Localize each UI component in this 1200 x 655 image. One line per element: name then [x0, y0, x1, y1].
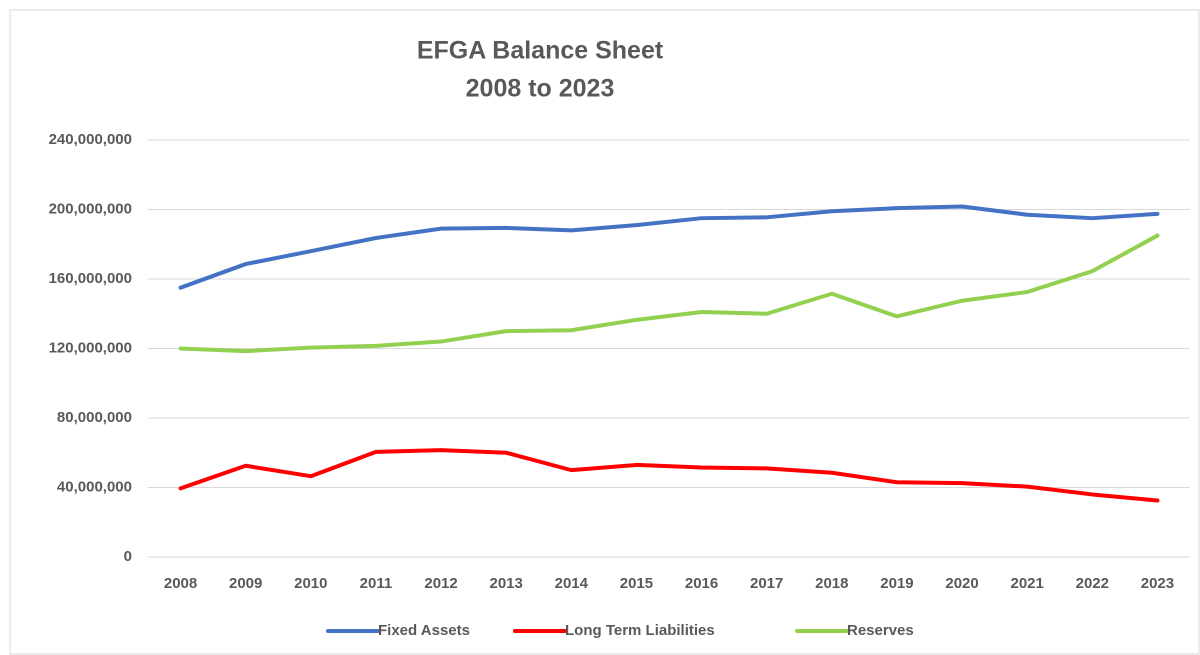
x-tick-label: 2012: [424, 575, 457, 592]
series-line: [178, 448, 1160, 503]
legend-label: Reserves: [847, 622, 914, 639]
legend-label: Long Term Liabilities: [565, 622, 715, 639]
series-line: [178, 233, 1160, 354]
x-tick-label: 2018: [815, 575, 848, 592]
series-line: [178, 204, 1160, 290]
x-tick-label: 2015: [620, 575, 653, 592]
x-tick-label: 2023: [1141, 575, 1174, 592]
x-tick-label: 2017: [750, 575, 783, 592]
x-tick-label: 2011: [360, 575, 393, 592]
x-tick-label: 2008: [164, 575, 197, 592]
y-tick-label: 200,000,000: [49, 200, 132, 217]
x-tick-label: 2020: [945, 575, 978, 592]
y-tick-label: 80,000,000: [57, 409, 132, 426]
chart-title: EFGA Balance Sheet: [417, 37, 664, 65]
x-tick-label: 2016: [685, 575, 718, 592]
y-tick-label: 120,000,000: [49, 339, 132, 356]
x-tick-label: 2022: [1076, 575, 1109, 592]
y-tick-label: 160,000,000: [49, 270, 132, 287]
x-tick-label: 2013: [490, 575, 523, 592]
x-tick-label: 2010: [294, 575, 327, 592]
legend-label: Fixed Assets: [378, 622, 470, 639]
y-tick-label: 0: [124, 548, 132, 565]
y-tick-label: 240,000,000: [49, 131, 132, 148]
chart-border: [9, 9, 1200, 655]
y-tick-label: 40,000,000: [57, 478, 132, 495]
x-tick-label: 2021: [1011, 575, 1044, 592]
x-tick-label: 2009: [229, 575, 262, 592]
x-tick-label: 2014: [555, 575, 589, 592]
chart-subtitle: 2008 to 2023: [466, 75, 615, 103]
x-tick-label: 2019: [880, 575, 913, 592]
